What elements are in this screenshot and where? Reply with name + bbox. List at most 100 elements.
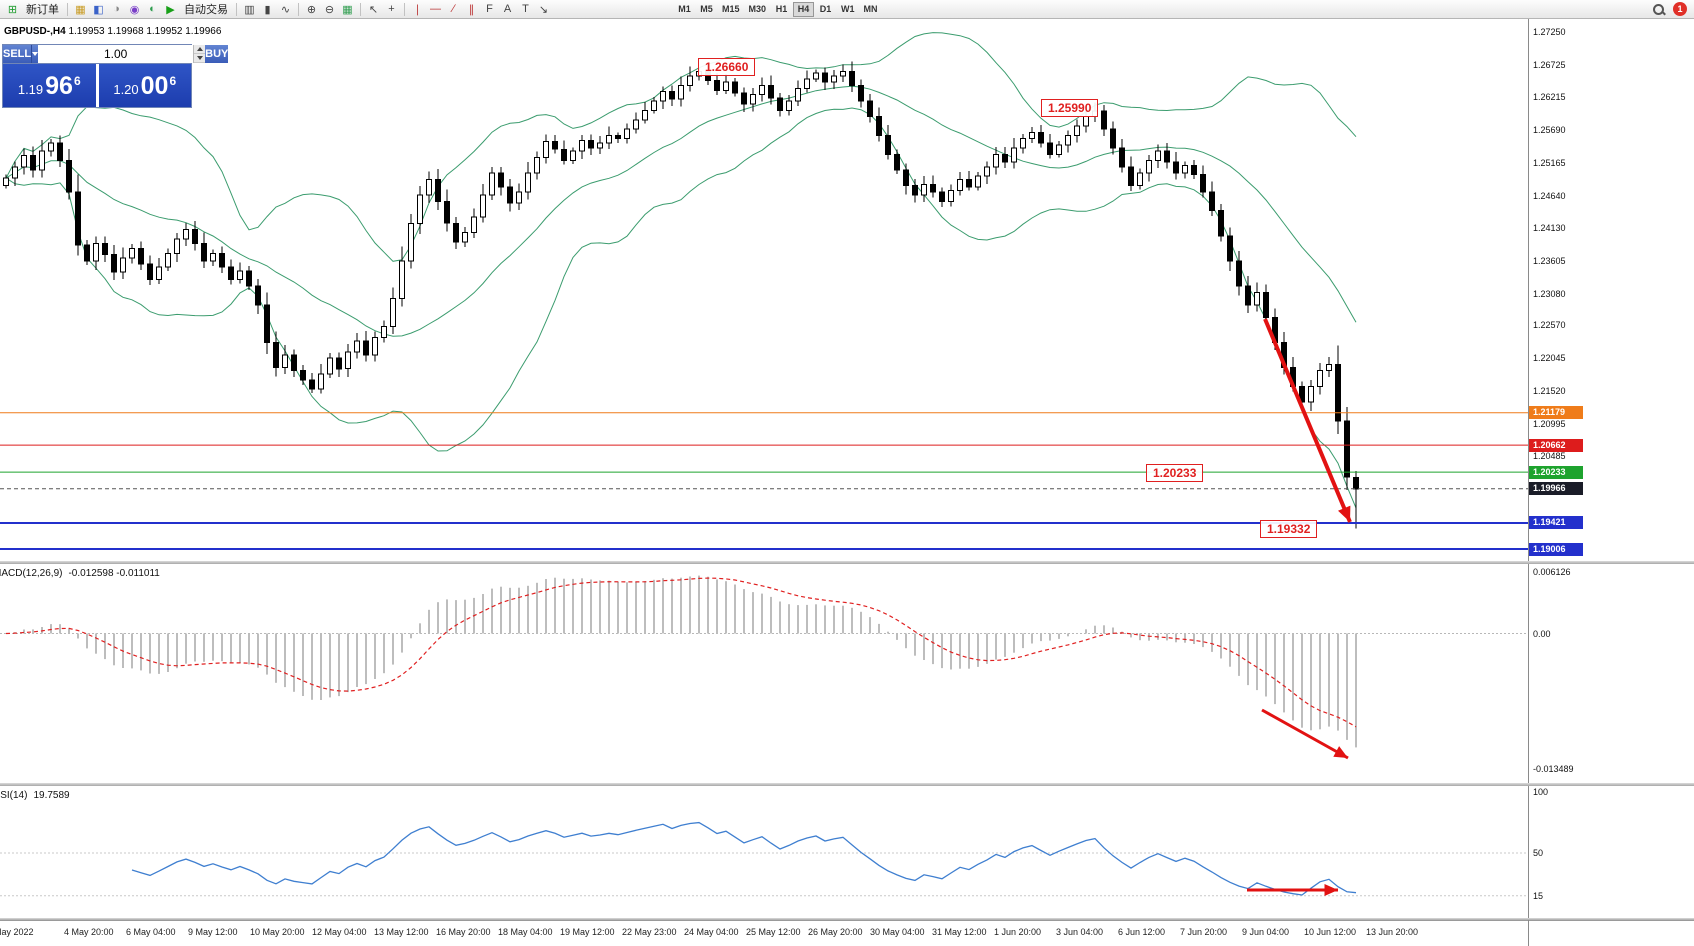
vertical-line-icon[interactable]: ∣ — [414, 3, 421, 16]
time-axis-label: 6 May 04:00 — [126, 927, 176, 937]
trend-arrow — [1324, 884, 1338, 896]
notification-badge[interactable]: 1 — [1673, 2, 1687, 16]
navigator-icon[interactable]: ◉ — [129, 3, 140, 16]
price-chart-canvas[interactable] — [0, 19, 1528, 561]
price-callout: 1.26660 — [698, 58, 756, 76]
crosshair-icon[interactable]: + — [388, 3, 395, 15]
autotrading-icon[interactable]: ▶ — [166, 3, 175, 16]
time-axis-label: 12 May 04:00 — [312, 927, 367, 937]
fibonacci-icon[interactable]: F — [486, 3, 493, 15]
time-axis[interactable]: May 2022 4 May 20:00 6 May 04:00 9 May 12:0… — [0, 920, 1694, 946]
volume-input[interactable] — [38, 45, 194, 63]
time-axis-label: 25 May 12:00 — [746, 927, 801, 937]
macd-label: MACD(12,26,9) -0.012598 -0.011011 — [0, 568, 160, 579]
tile-windows-icon[interactable]: ▦ — [342, 3, 353, 16]
new-order-button[interactable]: 新订单 — [26, 4, 59, 16]
candles — [3, 61, 1359, 529]
sell-price-pipette: 6 — [73, 74, 81, 88]
zoom-in-icon[interactable]: ⊕ — [306, 3, 317, 16]
main-toolbar: ⊞ 新订单 ▦ ◧ ◑ ◉ ◐ ▶ 自动交易 ▥ ▮ ∿ ⊕ ⊖ ▦ ↖ + ∣ ― ∕ ∥ F A T ↘ M1 M5 M15 M30… — [0, 0, 1694, 19]
time-axis-label: 4 May 20:00 — [64, 927, 114, 937]
price-axis-badge: 1.20233 — [1529, 466, 1583, 479]
macd-axis-label: -0.013489 — [1533, 764, 1574, 774]
macd-values: -0.012598 -0.011011 — [68, 568, 160, 579]
macd-canvas[interactable] — [0, 564, 1528, 783]
sell-price[interactable]: 1.19 96 6 — [3, 64, 96, 107]
arrows-tool-icon[interactable]: ↘ — [538, 3, 549, 16]
charts-icon[interactable]: ▦ — [75, 3, 86, 16]
time-axis-label: 10 Jun 12:00 — [1304, 927, 1357, 937]
macd-axis-label: 0.00 — [1533, 629, 1551, 639]
buy-price[interactable]: 1.20 00 6 — [98, 64, 191, 107]
panel-splitter[interactable] — [0, 783, 1694, 786]
macd-name: MACD(12,26,9) — [0, 568, 63, 579]
toolbar-separator — [67, 2, 68, 16]
zoom-out-icon[interactable]: ⊖ — [324, 3, 335, 16]
sell-price-prefix: 1.19 — [17, 82, 44, 97]
rsi-panel[interactable]: RSI(14) 19.7589 — [0, 786, 1528, 918]
horizontal-line-icon[interactable]: ― — [430, 3, 441, 15]
price-chart-panel[interactable]: GBPUSD-,H4 1.19953 1.19968 1.19952 1.199… — [0, 19, 1528, 561]
price-axis-label: 1.24130 — [1533, 223, 1566, 233]
terminal-icon[interactable]: ◐ — [149, 3, 156, 15]
stepper-down-icon[interactable] — [194, 54, 206, 63]
timeframe-h1[interactable]: H1 — [775, 4, 788, 14]
panel-splitter — [0, 918, 1694, 920]
label-icon[interactable]: T — [522, 3, 529, 15]
time-axis-label: 6 Jun 12:00 — [1118, 927, 1166, 937]
timeframe-m15[interactable]: M15 — [722, 4, 740, 14]
trade-price-gap — [95, 64, 99, 107]
price-axis-label: 1.20485 — [1533, 451, 1566, 461]
timeframe-m1[interactable]: M1 — [678, 4, 691, 14]
buy-button[interactable]: BUY — [205, 45, 229, 63]
search-icon[interactable] — [1652, 3, 1665, 16]
chart-symbol-period: GBPUSD-,H4 — [4, 26, 66, 37]
time-axis-label: 19 May 12:00 — [560, 927, 615, 937]
price-axis[interactable]: 1.27250 1.26725 1.26215 1.25690 1.25165 1.246… — [1528, 19, 1694, 946]
time-axis-label: 3 Jun 04:00 — [1056, 927, 1104, 937]
price-axis-badge: 1.20662 — [1529, 439, 1583, 452]
trade-options-caret[interactable] — [31, 45, 39, 63]
timeframe-m5[interactable]: M5 — [700, 4, 713, 14]
data-window-icon[interactable]: ◑ — [113, 3, 120, 15]
time-axis-label: 30 May 04:00 — [870, 927, 925, 937]
rsi-value: 19.7589 — [33, 790, 70, 801]
trend-arrow — [1333, 746, 1348, 758]
channel-icon[interactable]: ∥ — [468, 3, 475, 16]
chart-title: GBPUSD-,H4 1.19953 1.19968 1.19952 1.199… — [4, 26, 221, 37]
rsi-canvas[interactable] — [0, 786, 1528, 918]
stepper-up-icon[interactable] — [194, 45, 206, 54]
timeframe-w1[interactable]: W1 — [841, 4, 855, 14]
trendline-icon[interactable]: ∕ — [452, 3, 455, 15]
time-axis-label: 9 May 12:00 — [188, 927, 238, 937]
sell-button[interactable]: SELL — [3, 45, 32, 63]
rsi-axis-label: 15 — [1533, 891, 1544, 901]
timeframe-mn[interactable]: MN — [863, 4, 878, 14]
trade-header-row: SELL BUY — [3, 45, 229, 64]
caret-down-icon — [32, 52, 39, 56]
price-axis-label: 1.26215 — [1533, 92, 1566, 102]
timeframe-d1[interactable]: D1 — [819, 4, 832, 14]
new-order-icon[interactable]: ⊞ — [7, 3, 18, 16]
timeframe-m30[interactable]: M30 — [748, 4, 767, 14]
bar-chart-icon[interactable]: ▥ — [244, 3, 255, 16]
line-chart-icon[interactable]: ∿ — [280, 3, 291, 16]
panel-splitter[interactable] — [0, 561, 1694, 564]
market-watch-icon[interactable]: ◧ — [93, 3, 104, 16]
cursor-icon[interactable]: ↖ — [368, 3, 379, 16]
volume-stepper[interactable] — [193, 45, 206, 63]
autotrading-button[interactable]: 自动交易 — [184, 4, 228, 16]
toolbar-separator — [236, 2, 237, 16]
price-axis-badge: 1.19966 — [1529, 482, 1583, 495]
buy-price-pipette: 6 — [169, 74, 177, 88]
candlestick-chart-icon[interactable]: ▮ — [264, 3, 271, 16]
text-icon[interactable]: A — [503, 3, 512, 15]
rsi-name: RSI(14) — [0, 790, 28, 801]
time-axis-label: 18 May 04:00 — [498, 927, 553, 937]
toolbar-separator — [298, 2, 299, 16]
buy-price-prefix: 1.20 — [113, 82, 139, 97]
macd-panel[interactable]: MACD(12,26,9) -0.012598 -0.011011 — [0, 564, 1528, 783]
timeframe-h4[interactable]: H4 — [793, 1, 815, 17]
